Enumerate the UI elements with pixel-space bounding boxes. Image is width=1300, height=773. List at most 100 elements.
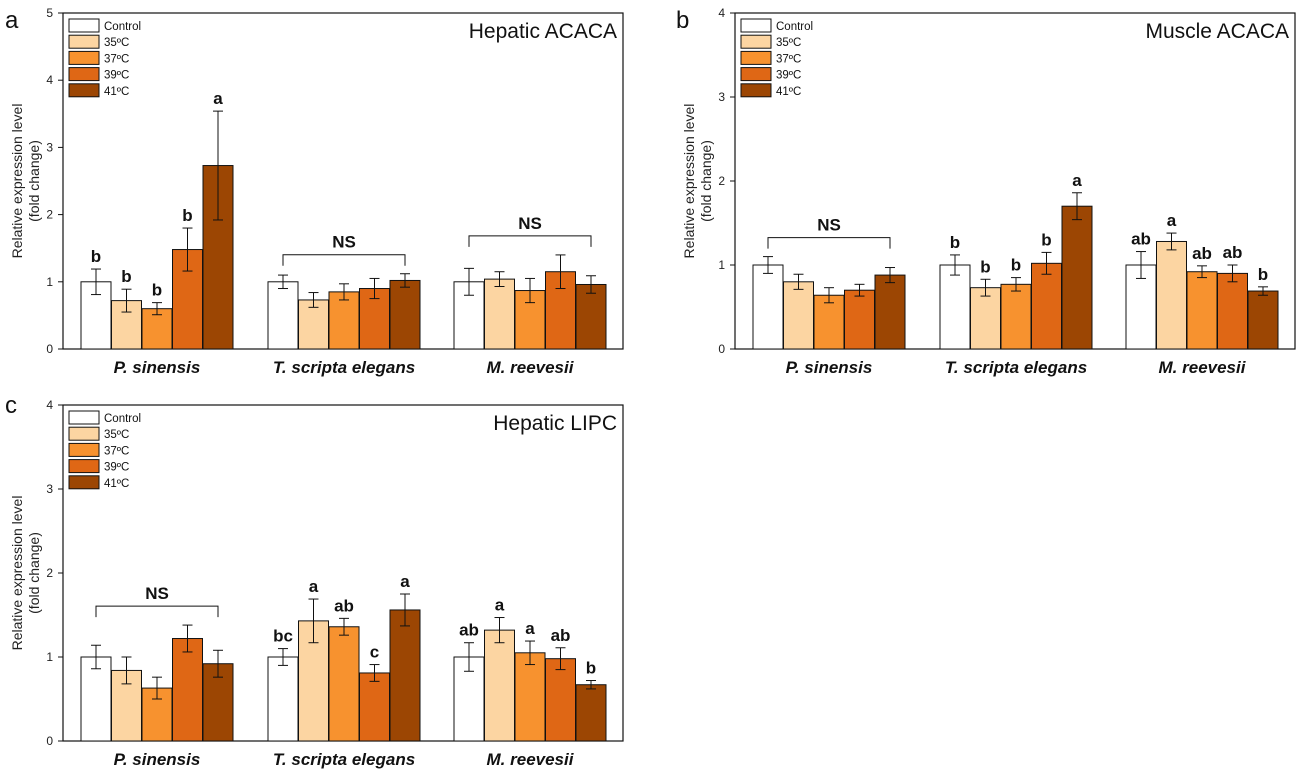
y-tick-label: 3 [718, 90, 725, 104]
legend-label: 41ºC [104, 86, 129, 98]
legend-label: 37ºC [104, 53, 129, 65]
ns-label: NS [817, 216, 841, 235]
significance-label: b [950, 233, 960, 252]
y-axis-label-line2: (fold change) [698, 140, 714, 222]
y-tick-label: 3 [46, 482, 53, 496]
legend-label: Control [104, 413, 141, 425]
ns-bracket [282, 254, 406, 266]
bar [939, 264, 971, 350]
y-tick-label: 0 [718, 342, 725, 356]
bar [1156, 240, 1187, 350]
legend-swatch [68, 67, 100, 82]
panel-letter: a [5, 7, 19, 34]
significance-label: a [309, 577, 319, 596]
legend-swatch [68, 426, 100, 441]
significance-label: ab [1192, 244, 1212, 263]
significance-label: b [1011, 256, 1021, 275]
legend-label: 39ºC [776, 70, 801, 82]
significance-label: ab [459, 621, 479, 640]
bar [545, 658, 576, 742]
ns-label: NS [518, 214, 542, 233]
bar [844, 289, 875, 350]
bar [575, 283, 607, 350]
significance-label: ab [334, 596, 354, 615]
significance-label: bc [273, 627, 293, 646]
bar [575, 684, 607, 742]
legend-label: 41ºC [104, 478, 129, 490]
bar [783, 281, 814, 350]
legend-label: 35ºC [104, 429, 129, 441]
legend-swatch [68, 18, 100, 33]
significance-label: b [182, 206, 192, 225]
chart-title: Hepatic ACACA [469, 20, 617, 43]
bar [1125, 264, 1157, 350]
y-tick-label: 3 [46, 140, 53, 154]
bar [80, 656, 112, 742]
y-tick-label: 4 [46, 398, 53, 412]
legend-swatch [740, 67, 772, 82]
significance-label: b [586, 659, 596, 678]
y-tick-label: 2 [718, 174, 725, 188]
ns-label: NS [145, 584, 169, 603]
legend-swatch [68, 50, 100, 65]
bar [514, 652, 546, 742]
category-label: M. reevesii [1159, 358, 1247, 377]
y-tick-label: 1 [46, 275, 53, 289]
ns-bracket [767, 237, 891, 249]
bar [1000, 283, 1032, 350]
y-axis-label-line2: (fold change) [26, 140, 42, 222]
panel-letter: b [676, 7, 689, 34]
bar [1186, 271, 1218, 350]
legend-swatch [740, 83, 772, 98]
legend-swatch [68, 475, 100, 490]
category-label: T. scripta elegans [273, 750, 415, 769]
category-label: P. sinensis [114, 750, 201, 769]
significance-label: b [121, 267, 131, 286]
bar [172, 638, 203, 742]
significance-label: b [1258, 265, 1268, 284]
panel-letter: c [5, 392, 17, 419]
y-tick-label: 4 [46, 73, 53, 87]
significance-label: c [370, 643, 379, 662]
y-tick-label: 4 [718, 6, 725, 20]
bar [267, 281, 299, 350]
significance-label: a [1072, 171, 1082, 190]
y-tick-label: 2 [46, 566, 53, 580]
significance-label: ab [551, 626, 571, 645]
bar [484, 278, 515, 350]
bar [328, 291, 360, 350]
y-tick-label: 0 [46, 342, 53, 356]
significance-label: b [1041, 230, 1051, 249]
legend-swatch [68, 459, 100, 474]
bar [267, 656, 299, 742]
panel-c: c 0 1 2 3 4 Relative expression level (fold cha… [5, 392, 624, 769]
y-tick-label: 5 [46, 6, 53, 20]
y-tick-label: 1 [46, 650, 53, 664]
y-axis-label-line2: (fold change) [26, 532, 42, 614]
legend-swatch [740, 18, 772, 33]
significance-label: a [400, 572, 410, 591]
ns-label: NS [332, 233, 356, 252]
ns-bracket [95, 605, 219, 618]
bar [1217, 272, 1248, 350]
ns-bracket [468, 235, 592, 247]
significance-label: b [152, 281, 162, 300]
bar [752, 264, 784, 350]
legend-swatch [68, 83, 100, 98]
bar [389, 609, 421, 742]
category-label: T. scripta elegans [945, 358, 1087, 377]
legend-label: Control [776, 21, 813, 33]
legend-swatch [68, 442, 100, 457]
chart-title: Hepatic LIPC [493, 412, 617, 435]
legend-label: 35ºC [776, 37, 801, 49]
legend-label: 37ºC [104, 445, 129, 457]
legend-label: Control [104, 21, 141, 33]
legend-label: 39ºC [104, 462, 129, 474]
significance-label: ab [1223, 243, 1243, 262]
significance-label: b [91, 247, 101, 266]
significance-label: a [495, 596, 505, 615]
y-tick-label: 2 [46, 208, 53, 222]
significance-label: a [213, 89, 223, 108]
bar [328, 626, 360, 742]
